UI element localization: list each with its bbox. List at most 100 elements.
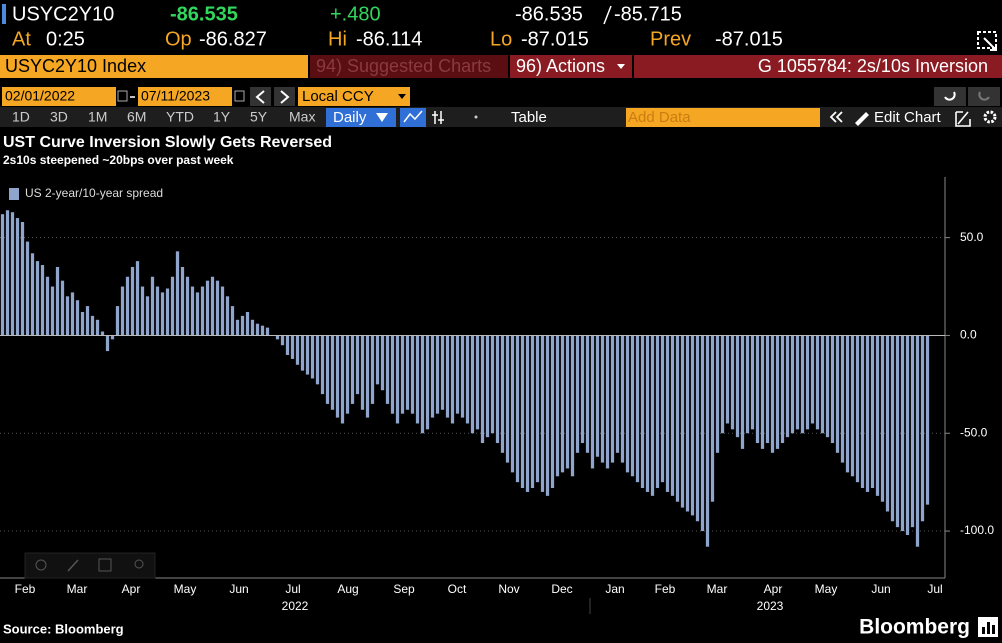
bar: [400, 335, 405, 414]
last-price: -86.535: [170, 3, 238, 25]
bar: [95, 319, 100, 336]
bar: [845, 335, 850, 473]
bar: [205, 280, 210, 336]
prev-value: -87.015: [715, 28, 783, 50]
bar: [505, 335, 510, 463]
period-button[interactable]: Max: [289, 109, 315, 125]
bar: [50, 286, 55, 336]
redo-icon: [978, 91, 990, 101]
bar-type-icon[interactable]: [432, 111, 444, 124]
bar: [810, 335, 815, 424]
bar: [135, 261, 140, 336]
period-button[interactable]: YTD: [166, 109, 194, 125]
bar: [380, 335, 385, 391]
settings-icon[interactable]: [983, 110, 997, 124]
x-tick-label: Feb: [655, 582, 676, 596]
bar: [920, 335, 925, 522]
ask: -85.715: [614, 3, 682, 25]
bar: [275, 335, 280, 340]
add-data-field[interactable]: [626, 108, 820, 127]
bar: [130, 266, 135, 336]
bar: [475, 335, 480, 430]
zoom-tool[interactable]: [134, 559, 144, 569]
chart-title: UST Curve Inversion Slowly Gets Reversed: [3, 134, 332, 151]
frequency-button[interactable]: [326, 108, 396, 127]
next-arrow: [280, 90, 290, 104]
suggested-charts-button[interactable]: [310, 55, 508, 78]
period-button[interactable]: 3D: [50, 109, 68, 125]
undo-button[interactable]: [934, 87, 966, 106]
x-tick-label: Apr: [764, 582, 783, 596]
ticker: USYC2Y10: [12, 3, 114, 25]
start-date: 02/01/2022: [5, 88, 75, 104]
security-field[interactable]: [0, 55, 308, 78]
actions-button[interactable]: [510, 55, 632, 78]
bar: [30, 253, 35, 336]
bar: [830, 335, 835, 444]
end-date-field[interactable]: [138, 87, 232, 106]
prev-button[interactable]: [250, 87, 271, 106]
period-button[interactable]: 6M: [127, 109, 146, 125]
bar: [675, 335, 680, 502]
bar: [460, 335, 465, 418]
bar: [895, 335, 900, 528]
table-button[interactable]: Table: [511, 109, 547, 126]
draw-tool[interactable]: [67, 559, 79, 572]
legend-label: US 2-year/10-year spread: [25, 186, 163, 200]
bar: [900, 335, 905, 532]
select-tool[interactable]: [98, 558, 112, 572]
edit-chart[interactable]: Edit Chart: [874, 109, 942, 126]
brand-logo: [978, 617, 998, 637]
bar: [250, 319, 255, 336]
bar: [360, 335, 365, 410]
redo-button[interactable]: [968, 87, 1000, 106]
bar: [125, 276, 130, 336]
bar: [280, 335, 285, 346]
period-button[interactable]: 1M: [88, 109, 107, 125]
frequency-caret: [376, 113, 388, 122]
start-date-field[interactable]: [2, 87, 116, 106]
bar: [440, 335, 445, 410]
collapse-icon[interactable]: [829, 111, 843, 123]
note-icon[interactable]: [955, 111, 971, 127]
toolbar-row: [0, 107, 1002, 127]
crosshair-tool[interactable]: [35, 559, 47, 571]
bar: [925, 335, 930, 505]
period-button[interactable]: 1D: [12, 109, 30, 125]
next-button[interactable]: [274, 87, 295, 106]
x-tick-label: May: [815, 582, 838, 596]
low-value: -87.015: [521, 28, 589, 50]
at-label: At: [12, 28, 31, 50]
source: Source: Bloomberg: [3, 621, 124, 636]
bar: [265, 327, 270, 336]
bar: [705, 335, 710, 547]
bar: [600, 335, 605, 463]
x-tick-label: May: [174, 582, 197, 596]
prev-label: Prev: [650, 28, 691, 50]
bar: [500, 335, 505, 453]
x-group-label: 2023: [757, 599, 784, 613]
currency-field[interactable]: [298, 87, 410, 106]
bar: [710, 335, 715, 502]
expand-icon[interactable]: [977, 31, 997, 51]
bar: [155, 286, 160, 336]
bar: [470, 335, 475, 434]
bar: [455, 335, 460, 414]
bar: [145, 296, 150, 336]
actions: 96) Actions: [516, 56, 605, 76]
start-calendar-icon[interactable]: [117, 90, 128, 102]
bar: [760, 335, 765, 449]
bar: [200, 286, 205, 336]
period-button[interactable]: 5Y: [250, 109, 268, 125]
bar: [730, 335, 735, 430]
bar: [90, 315, 95, 336]
bar: [685, 335, 690, 512]
open-label: Op: [165, 28, 192, 50]
more-icon[interactable]: [474, 115, 478, 119]
bar: [310, 335, 315, 379]
bar: [290, 335, 295, 359]
period-button[interactable]: 1Y: [213, 109, 231, 125]
bar: [40, 265, 45, 336]
bar: [800, 335, 805, 434]
end-calendar-icon[interactable]: [234, 90, 245, 102]
